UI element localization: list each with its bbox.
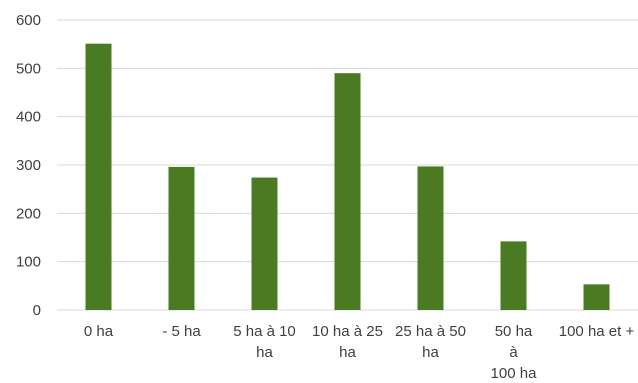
x-tick-label: 50 ha: [495, 323, 533, 340]
y-tick-label: 0: [33, 302, 41, 319]
bar: [168, 166, 195, 310]
bar: [583, 284, 610, 310]
bar: [251, 177, 278, 310]
x-tick-label: 100 ha et +: [559, 323, 635, 340]
bar: [334, 73, 361, 311]
x-tick-label: 0 ha: [84, 323, 114, 340]
y-tick-label: 300: [16, 157, 41, 174]
x-tick-label: ha: [339, 344, 356, 361]
y-tick-label: 100: [16, 254, 41, 271]
x-tick-label: à: [509, 344, 518, 361]
y-tick-label: 400: [16, 109, 41, 126]
bars: [85, 43, 610, 311]
x-tick-label: ha: [422, 344, 439, 361]
bar: [500, 241, 527, 310]
x-tick-label: 100 ha: [491, 365, 538, 378]
x-tick-label: 25 ha à 50: [395, 323, 466, 340]
x-axis-tick-labels: 0 ha - 5 ha 5 ha à 10 ha 10 ha à 25 ha 25 ha à…: [84, 323, 635, 382]
x-tick-label: 5 ha à 10: [233, 323, 296, 340]
y-axis-tick-labels: 0 100 200 300 400 500 600: [16, 12, 41, 319]
x-tick-label: - 5 ha: [162, 323, 201, 340]
bar: [417, 166, 444, 310]
y-tick-label: 500: [16, 60, 41, 77]
bar: [85, 43, 112, 310]
x-tick-label: ha: [256, 344, 273, 361]
y-tick-label: 200: [16, 205, 41, 222]
y-tick-label: 600: [16, 12, 41, 29]
x-tick-label: 10 ha à 25: [312, 323, 383, 340]
